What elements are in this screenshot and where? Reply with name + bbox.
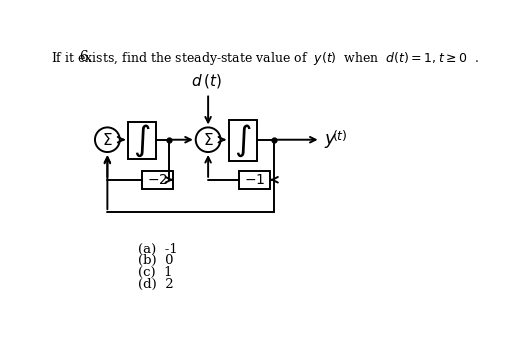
Text: $(t)$: $(t)$ <box>332 128 348 143</box>
Text: $\Sigma$: $\Sigma$ <box>102 132 113 148</box>
Text: $-2$: $-2$ <box>147 173 168 187</box>
Text: (a)  -1: (a) -1 <box>138 243 178 256</box>
Bar <box>239 170 270 189</box>
Text: $\Sigma$: $\Sigma$ <box>203 132 213 148</box>
Text: $d\,(t)$: $d\,(t)$ <box>191 72 222 90</box>
Bar <box>128 122 156 159</box>
Text: $\int$: $\int$ <box>234 122 252 159</box>
Text: 6.: 6. <box>79 50 92 64</box>
Text: If it exists, find the steady-state value of  $y(t)$  when  $d(t) = 1, t \geq 0$: If it exists, find the steady-state valu… <box>51 50 479 68</box>
Bar <box>229 120 257 161</box>
Text: $-1$: $-1$ <box>244 173 265 187</box>
Text: $\int$: $\int$ <box>134 122 151 159</box>
Text: (b)  0: (b) 0 <box>138 255 174 268</box>
Text: (c)  1: (c) 1 <box>138 266 173 279</box>
Text: (d)  2: (d) 2 <box>138 277 174 291</box>
Text: $y$: $y$ <box>324 132 337 150</box>
Bar <box>142 170 173 189</box>
